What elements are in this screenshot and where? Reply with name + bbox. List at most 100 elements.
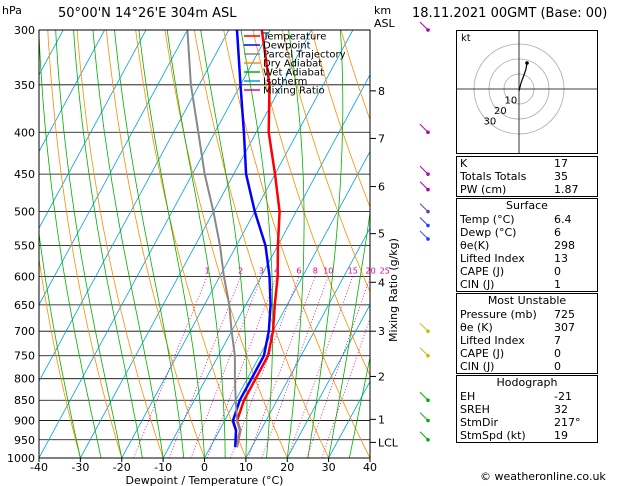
- wind-barb-shaft: [419, 431, 429, 441]
- wet-adiabat: [92, 30, 164, 458]
- mixing-ratio-label: 3: [259, 266, 264, 275]
- hpa-unit-label: hPa: [2, 4, 22, 17]
- indices-row: θe (K) 307: [457, 321, 597, 334]
- isotherm-line: [245, 227, 370, 458]
- location-label: 50°00'N 14°26'E 304m ASL: [58, 6, 237, 21]
- parcel-trajectory-line: [186, 30, 242, 448]
- hodograph-ring-label: 10: [505, 96, 518, 107]
- wind-barb-shaft: [419, 412, 429, 421]
- indices-panel: K 17 Totals Totals 35 PW (cm) 1.87 Surface Tem…: [456, 156, 598, 444]
- temperature-tick-label: 10: [239, 461, 253, 474]
- indices-label: CAPE (J): [460, 265, 505, 278]
- km-tick-label: 7: [378, 132, 385, 145]
- indices-value: 0: [554, 347, 561, 360]
- wet-adiabat: [240, 30, 274, 458]
- legend-label: Mixing Ratio: [263, 86, 325, 97]
- indices-row: SREH 32: [457, 403, 597, 416]
- indices-label: StmDir: [460, 416, 499, 429]
- pressure-tick-label: 850: [14, 394, 35, 407]
- indices-row: K 17: [457, 157, 597, 170]
- pressure-tick-label: 500: [14, 206, 35, 219]
- km-tick-label: 8: [378, 85, 385, 98]
- isotherm-line: [121, 30, 354, 458]
- isotherm-line: [204, 150, 370, 458]
- indices-row: EH -21: [457, 390, 597, 403]
- indices-value: 32: [554, 403, 568, 416]
- wet-adiabat: [286, 30, 305, 458]
- km-tick-label: LCL: [378, 436, 399, 449]
- indices-label: CAPE (J): [460, 347, 505, 360]
- indices-label: Lifted Index: [460, 252, 525, 265]
- mixing-ratio-label: 2: [238, 266, 243, 275]
- temperature-tick-label: 30: [322, 461, 336, 474]
- general-indices-box: K 17 Totals Totals 35 PW (cm) 1.87: [456, 156, 598, 197]
- wind-barb-shaft: [419, 347, 429, 357]
- indices-row: Lifted Index 7: [457, 334, 597, 347]
- legend-label: Dry Adiabat: [263, 59, 322, 70]
- indices-box-title: Hodograph: [496, 376, 558, 389]
- mixing-ratio-label: 20: [366, 266, 376, 275]
- dry-adiabat: [252, 30, 370, 377]
- wet-adiabat: [328, 210, 370, 458]
- hodograph-ring-label: 20: [494, 106, 507, 117]
- pressure-tick-label: 600: [14, 270, 35, 283]
- wind-barb-shaft: [419, 391, 429, 401]
- pressure-tick-label: 800: [14, 373, 35, 386]
- wet-adiabat: [348, 355, 370, 458]
- temperature-tick-label: 0: [201, 461, 208, 474]
- indices-row: StmDir 217°: [457, 416, 597, 429]
- indices-row: Dewp (°C) 6: [457, 226, 597, 239]
- indices-label: Temp (°C): [460, 213, 515, 226]
- indices-value: 725: [554, 308, 575, 321]
- indices-value: 0: [554, 360, 561, 373]
- indices-label: StmSpd (kt): [460, 429, 526, 442]
- wet-adiabat: [39, 30, 102, 458]
- legend-label: Isotherm: [263, 77, 307, 88]
- indices-row: PW (cm) 1.87: [457, 183, 597, 196]
- wind-barb-shaft: [419, 181, 429, 190]
- wet-adiabat: [166, 30, 226, 458]
- indices-label: K: [460, 157, 468, 170]
- dry-adiabat: [135, 30, 247, 458]
- mixing-ratio-label: 10: [323, 266, 333, 275]
- mixing-ratio-label: 6: [296, 266, 301, 275]
- wet-adiabat: [138, 30, 205, 458]
- mixing-ratio-line: [230, 276, 300, 458]
- indices-row: StmSpd (kt) 19: [457, 429, 597, 442]
- wet-adiabat: [114, 30, 185, 458]
- indices-value: 307: [554, 321, 575, 334]
- legend-label: Dewpoint: [263, 41, 311, 52]
- legend-label: Temperature: [262, 32, 326, 43]
- dry-adiabat: [76, 30, 164, 458]
- dry-adiabat: [106, 30, 205, 458]
- wind-barb-shaft: [419, 165, 429, 175]
- mixing-ratio-line: [206, 276, 278, 458]
- km-tick-label: 5: [378, 228, 385, 241]
- dry-adiabat: [47, 30, 123, 458]
- km-unit-label: km: [374, 4, 391, 17]
- temperature-tick-label: 20: [280, 461, 294, 474]
- profile-series: [186, 30, 281, 448]
- mixing-ratio-label: 1: [205, 266, 210, 275]
- pressure-tick-label: 650: [14, 299, 35, 312]
- temperature-tick-label: -20: [113, 461, 131, 474]
- plot-area: [39, 30, 370, 458]
- km-tick-label: 1: [378, 413, 385, 426]
- dry-adiabat: [194, 30, 329, 458]
- mixing-ratio-line: [287, 276, 354, 458]
- wind-barb-shaft: [419, 123, 429, 133]
- indices-value: 35: [554, 170, 568, 183]
- indices-row: Lifted Index 13: [457, 252, 597, 265]
- wet-adiabat: [307, 30, 344, 458]
- surface-box: Surface Temp (°C) 6.4 Dewp (°C) 6 θe(K) 298 Lif…: [456, 198, 598, 292]
- pressure-tick-label: 900: [14, 415, 35, 428]
- indices-box-title: Surface: [506, 199, 548, 212]
- legend-label: Parcel Trajectory: [263, 50, 346, 61]
- indices-label: SREH: [460, 403, 490, 416]
- isotherm-line: [39, 30, 147, 229]
- indices-value: 13: [554, 252, 568, 265]
- indices-row: θe(K) 298: [457, 239, 597, 252]
- mixing-ratio-line: [247, 276, 316, 458]
- isotherm-line: [39, 30, 105, 153]
